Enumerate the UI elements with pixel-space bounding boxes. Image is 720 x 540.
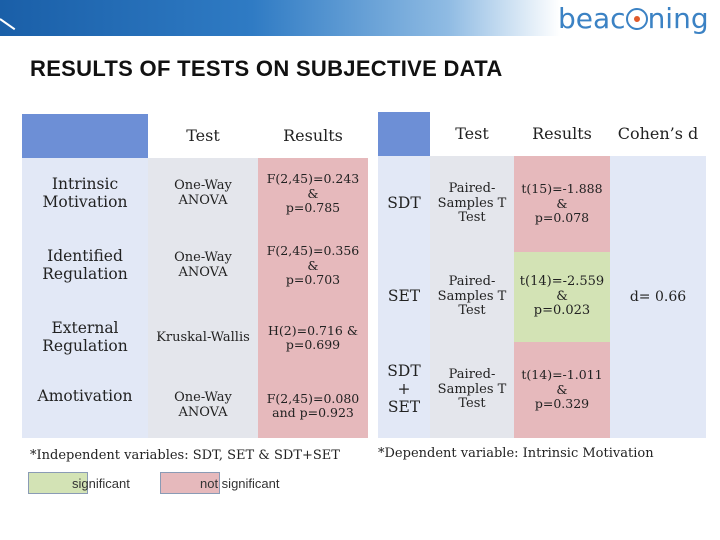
- right-row-label: SDT: [378, 156, 430, 252]
- right-header-corner: [378, 112, 430, 156]
- left-row-results: H(2)=0.716 & p=0.699: [258, 302, 368, 374]
- right-header-cohens-d: Cohen’s d: [610, 112, 706, 156]
- page-title: RESULTS OF TESTS ON SUBJECTIVE DATA: [30, 56, 503, 81]
- logo-mark-icon: [625, 8, 648, 30]
- right-row-test: Paired- Samples T Test: [430, 252, 514, 342]
- header-banner: [0, 0, 560, 36]
- right-header-results: Results: [514, 112, 610, 156]
- logo-text: beac ning: [558, 2, 709, 35]
- right-row-label: SDT + SET: [378, 342, 430, 438]
- left-row-test: One-Way ANOVA: [148, 230, 258, 302]
- legend-not-significant-swatch: [160, 472, 220, 494]
- banner-decoration: [0, 18, 16, 31]
- legend-significant-label: significant: [72, 476, 130, 491]
- left-row-results: F(2,45)=0.356 & p=0.703: [258, 230, 368, 302]
- right-row-test: Paired- Samples T Test: [430, 156, 514, 252]
- left-row-test: One-Way ANOVA: [148, 374, 258, 438]
- left-row-results: F(2,45)=0.080 and p=0.923: [258, 374, 368, 438]
- legend-not-significant-label: not significant: [200, 476, 280, 491]
- left-row-test: One-Way ANOVA: [148, 158, 258, 230]
- right-row-label: SET: [378, 252, 430, 342]
- left-row-results: F(2,45)=0.243 & p=0.785: [258, 158, 368, 230]
- left-header-corner: [22, 114, 148, 158]
- left-row-label: External Regulation: [22, 302, 148, 374]
- right-row-cohens-d: [610, 156, 706, 252]
- beaconing-logo: beac ning: [558, 2, 718, 36]
- left-header-test: Test: [148, 114, 258, 158]
- left-header-results: Results: [258, 114, 368, 158]
- left-row-label: Amotivation: [22, 374, 148, 438]
- right-row-results: t(14)=-1.011 & p=0.329: [514, 342, 610, 438]
- dependent-variable-note: *Dependent variable: Intrinsic Motivatio…: [378, 446, 654, 461]
- independent-variables-note: *Independent variables: SDT, SET & SDT+S…: [30, 448, 340, 463]
- left-row-label: Identified Regulation: [22, 230, 148, 302]
- right-row-cohens-d: [610, 342, 706, 438]
- legend-significant-swatch: [28, 472, 88, 494]
- right-row-results: t(14)=-2.559 & p=0.023: [514, 252, 610, 342]
- right-row-results: t(15)=-1.888 & p=0.078: [514, 156, 610, 252]
- right-row-cohens-d: d= 0.66: [610, 252, 706, 342]
- left-row-label: Intrinsic Motivation: [22, 158, 148, 230]
- right-header-test: Test: [430, 112, 514, 156]
- right-row-test: Paired- Samples T Test: [430, 342, 514, 438]
- left-row-test: Kruskal-Wallis: [148, 302, 258, 374]
